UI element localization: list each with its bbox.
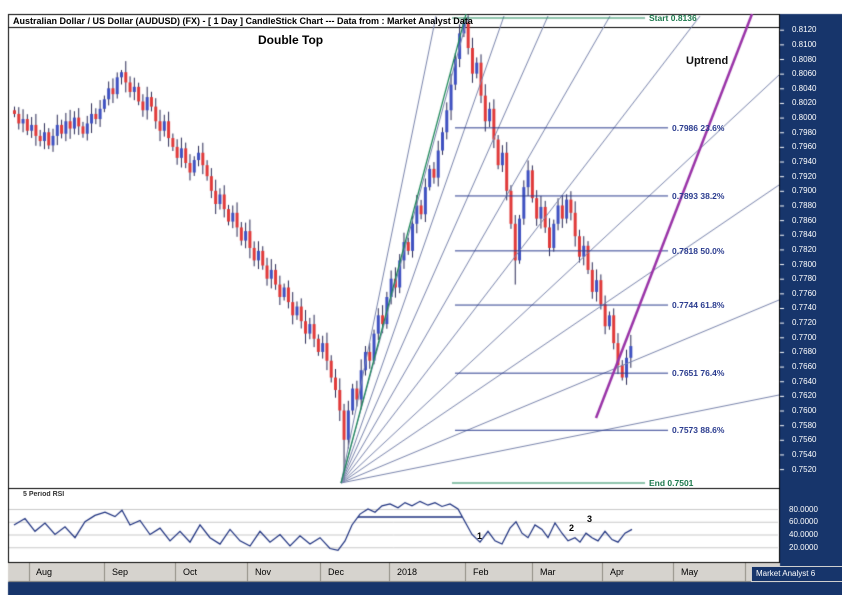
- month-label: May: [681, 567, 699, 577]
- price-tick-label: 0.8000: [792, 113, 817, 123]
- price-tick-label: 0.7960: [792, 142, 817, 152]
- month-label: Aug: [36, 567, 53, 577]
- rsi-count-annotation: 1: [477, 531, 483, 541]
- month-label: Oct: [183, 567, 198, 577]
- price-tick-label: 0.7720: [792, 318, 817, 328]
- price-tick-label: 0.7640: [792, 376, 817, 386]
- month-label: Dec: [328, 567, 345, 577]
- fib-start-label: Start 0.8136: [649, 13, 697, 23]
- price-tick-label: 0.7520: [792, 464, 817, 474]
- month-label: Sep: [112, 567, 129, 577]
- price-tick-label: 0.7600: [792, 406, 817, 415]
- price-tick-label: 0.7900: [792, 186, 817, 196]
- rsi-tick-label: 40.0000: [789, 530, 818, 539]
- fib-end-label: End 0.7501: [649, 478, 694, 488]
- price-tick-label: 0.8040: [792, 83, 817, 93]
- month-label: Apr: [610, 567, 625, 577]
- price-tick-label: 0.7620: [792, 391, 817, 401]
- rsi-count-annotation: 3: [587, 514, 593, 524]
- price-tick-label: 0.7800: [792, 259, 817, 269]
- price-tick-label: 0.7580: [792, 420, 817, 430]
- price-tick-label: 0.7820: [792, 244, 817, 254]
- rsi-tick-label: 20.0000: [789, 542, 818, 552]
- month-label: 2018: [397, 567, 418, 577]
- price-tick-label: 0.7660: [792, 362, 817, 372]
- month-label: Nov: [255, 567, 272, 577]
- month-label: Feb: [473, 567, 489, 577]
- price-tick-label: 0.7920: [792, 171, 817, 181]
- price-tick-label: 0.8080: [792, 54, 817, 64]
- rsi-tick-label: 80.0000: [789, 504, 818, 514]
- price-tick-label: 0.7780: [792, 274, 817, 284]
- price-tick-label: 0.7880: [792, 200, 817, 210]
- price-tick-label: 0.7540: [792, 449, 817, 459]
- price-tick-label: 0.7700: [792, 332, 817, 342]
- fib-level-label: 0.7818 50.0%: [672, 245, 725, 256]
- price-tick-label: 0.7840: [792, 230, 817, 240]
- uptrend-annotation: Uptrend: [686, 55, 729, 67]
- price-tick-label: 0.7680: [792, 347, 817, 357]
- price-tick-label: 0.8100: [792, 39, 817, 49]
- price-tick-label: 0.7760: [792, 288, 817, 298]
- price-tick-label: 0.7560: [792, 435, 817, 445]
- fib-level-label: 0.7573 88.6%: [672, 425, 725, 436]
- fib-level-label: 0.7893 38.2%: [672, 190, 725, 201]
- price-tick-label: 0.8020: [792, 98, 817, 108]
- rsi-period-label: 5 Period RSI: [23, 491, 65, 498]
- price-tick-label: 0.7980: [792, 127, 817, 137]
- rsi-tick-label: 60.0000: [789, 517, 818, 527]
- rsi-count-annotation: 2: [569, 523, 575, 533]
- double-top-annotation: Double Top: [258, 33, 324, 47]
- price-tick-label: 0.7740: [792, 303, 817, 313]
- software-badge: Market Analyst 6: [751, 566, 842, 582]
- price-tick-label: 0.8060: [792, 69, 817, 79]
- month-label: Mar: [540, 567, 556, 577]
- window-title: Australian Dollar / US Dollar (AUDUSD) (…: [13, 16, 473, 26]
- price-tick-label: 0.7860: [792, 215, 817, 225]
- fib-level-label: 0.7986 23.6%: [672, 122, 725, 133]
- price-tick-label: 0.7940: [792, 157, 817, 167]
- price-tick-label: 0.8120: [792, 25, 817, 35]
- fib-level-label: 0.7651 76.4%: [672, 368, 725, 379]
- fib-level-label: 0.7744 61.8%: [672, 300, 725, 311]
